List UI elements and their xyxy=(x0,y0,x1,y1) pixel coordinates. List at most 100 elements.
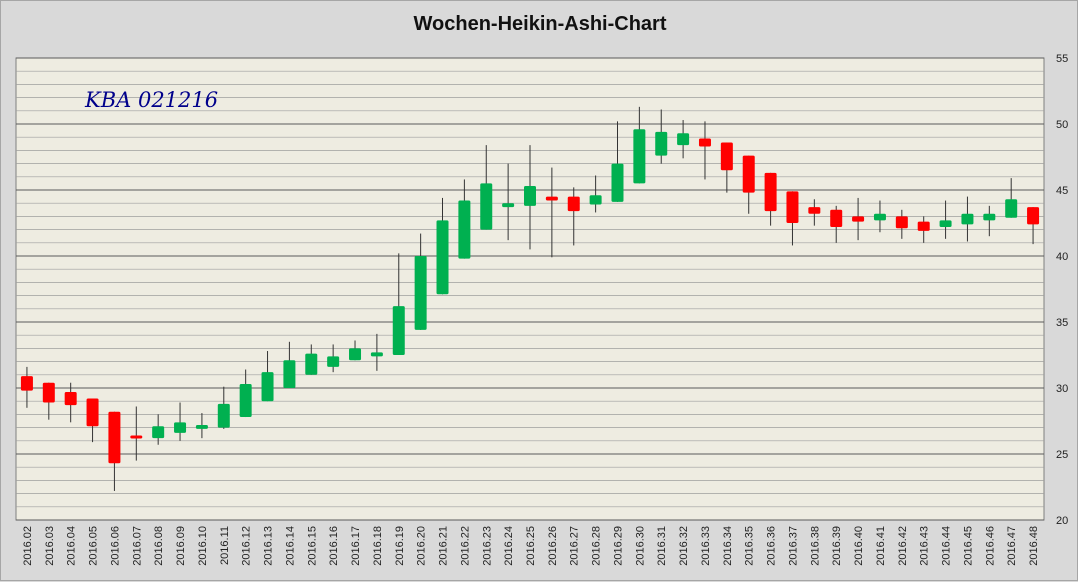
candle-body-down xyxy=(786,191,799,223)
candle-body-down xyxy=(808,207,821,214)
x-tick-label: 2016.04 xyxy=(66,526,78,566)
candle-body-down xyxy=(567,196,580,212)
x-tick-label: 2016.22 xyxy=(459,526,471,566)
x-tick-label: 2016.14 xyxy=(284,526,296,566)
candle-body-down xyxy=(64,391,77,406)
x-tick-label: 2016.38 xyxy=(809,526,821,566)
y-tick-label: 50 xyxy=(1056,119,1068,131)
x-tick-label: 2016.46 xyxy=(984,526,996,566)
candle xyxy=(108,411,121,491)
candle xyxy=(261,351,274,402)
x-tick-label: 2016.11 xyxy=(219,526,231,565)
x-tick-label: 2016.26 xyxy=(547,526,559,566)
candle-body-up xyxy=(217,403,230,428)
candle-body-up xyxy=(392,306,405,355)
candle xyxy=(458,179,471,259)
candle-body-up xyxy=(611,163,624,202)
candle xyxy=(86,398,99,443)
x-tick-label: 2016.10 xyxy=(197,526,209,566)
x-tick-label: 2016.27 xyxy=(569,526,581,566)
candle-body-up xyxy=(939,220,952,227)
candle xyxy=(677,120,690,159)
candle-body-down xyxy=(86,398,99,427)
candle-body-up xyxy=(524,186,536,206)
x-tick-label: 2016.47 xyxy=(1006,526,1018,566)
x-tick-label: 2016.17 xyxy=(350,526,362,566)
x-tick-label: 2016.23 xyxy=(481,526,493,566)
x-tick-label: 2016.21 xyxy=(438,526,450,566)
candle xyxy=(130,406,143,461)
candle xyxy=(392,253,405,355)
candle xyxy=(152,414,165,445)
candle-body-up xyxy=(502,203,515,208)
candle-body-up xyxy=(414,256,427,330)
candle xyxy=(873,200,886,233)
x-tick-label: 2016.09 xyxy=(175,526,187,566)
y-tick-label: 40 xyxy=(1056,251,1068,263)
candle xyxy=(852,197,865,241)
candle xyxy=(545,167,558,258)
y-tick-label: 35 xyxy=(1056,317,1068,329)
x-tick-label: 2016.19 xyxy=(394,526,406,566)
candle-body-up xyxy=(305,353,318,375)
candle-body-up xyxy=(458,200,471,259)
candle xyxy=(633,106,646,184)
candle-body-down xyxy=(20,376,33,391)
chart-annotation: KBA 021216 xyxy=(84,88,218,112)
candle xyxy=(20,366,33,408)
candle xyxy=(961,196,974,242)
y-tick-label: 20 xyxy=(1056,515,1068,527)
x-tick-label: 2016.42 xyxy=(897,526,909,566)
candle-body-up xyxy=(261,372,274,402)
y-axis-ticks: 20 25 30 35 40 45 50 55 xyxy=(1056,53,1068,527)
x-tick-label: 2016.02 xyxy=(22,526,34,566)
candle-body-down xyxy=(698,138,711,147)
candle-body-up xyxy=(436,220,449,295)
candle xyxy=(1005,178,1018,218)
x-tick-label: 2016.03 xyxy=(44,526,56,566)
x-tick-label: 2016.41 xyxy=(875,526,887,566)
y-tick-label: 30 xyxy=(1056,383,1068,395)
y-tick-label: 45 xyxy=(1056,185,1068,197)
candle xyxy=(786,191,799,246)
candle xyxy=(370,333,383,371)
candle xyxy=(808,199,821,226)
candle xyxy=(830,205,843,243)
x-tick-label: 2016.05 xyxy=(88,526,100,566)
candle xyxy=(42,382,55,420)
candle-body-up xyxy=(480,183,493,230)
x-tick-label: 2016.36 xyxy=(766,526,778,566)
x-tick-label: 2016.31 xyxy=(656,526,668,566)
candle-body-down xyxy=(130,435,143,439)
candle-body-up xyxy=(349,348,362,361)
candle-body-down xyxy=(917,221,930,231)
x-tick-label: 2016.37 xyxy=(787,526,799,566)
candle xyxy=(611,121,624,202)
x-tick-label: 2016.07 xyxy=(131,526,143,566)
candle xyxy=(764,172,777,226)
x-tick-label: 2016.43 xyxy=(919,526,931,566)
plot-area xyxy=(15,57,1045,521)
candle-body-down xyxy=(720,142,733,171)
candle-body-up xyxy=(873,213,886,221)
x-tick-label: 2016.33 xyxy=(700,526,712,566)
x-tick-label: 2016.34 xyxy=(722,526,734,566)
x-tick-label: 2016.06 xyxy=(109,526,121,566)
candle-body-up xyxy=(174,422,187,433)
candle xyxy=(720,142,733,193)
candle xyxy=(939,200,952,239)
candle xyxy=(917,216,930,243)
x-tick-label: 2016.29 xyxy=(612,526,624,566)
candle xyxy=(480,145,493,230)
candle-body-down xyxy=(852,216,865,222)
candle xyxy=(239,369,252,418)
x-tick-label: 2016.25 xyxy=(525,526,537,566)
candle-body-up xyxy=(677,133,690,146)
x-tick-label: 2016.48 xyxy=(1028,526,1040,566)
x-tick-label: 2016.30 xyxy=(634,526,646,566)
gridlines xyxy=(16,57,1044,521)
x-tick-label: 2016.18 xyxy=(372,526,384,566)
candle xyxy=(414,233,427,330)
candle-body-up xyxy=(1005,199,1018,218)
